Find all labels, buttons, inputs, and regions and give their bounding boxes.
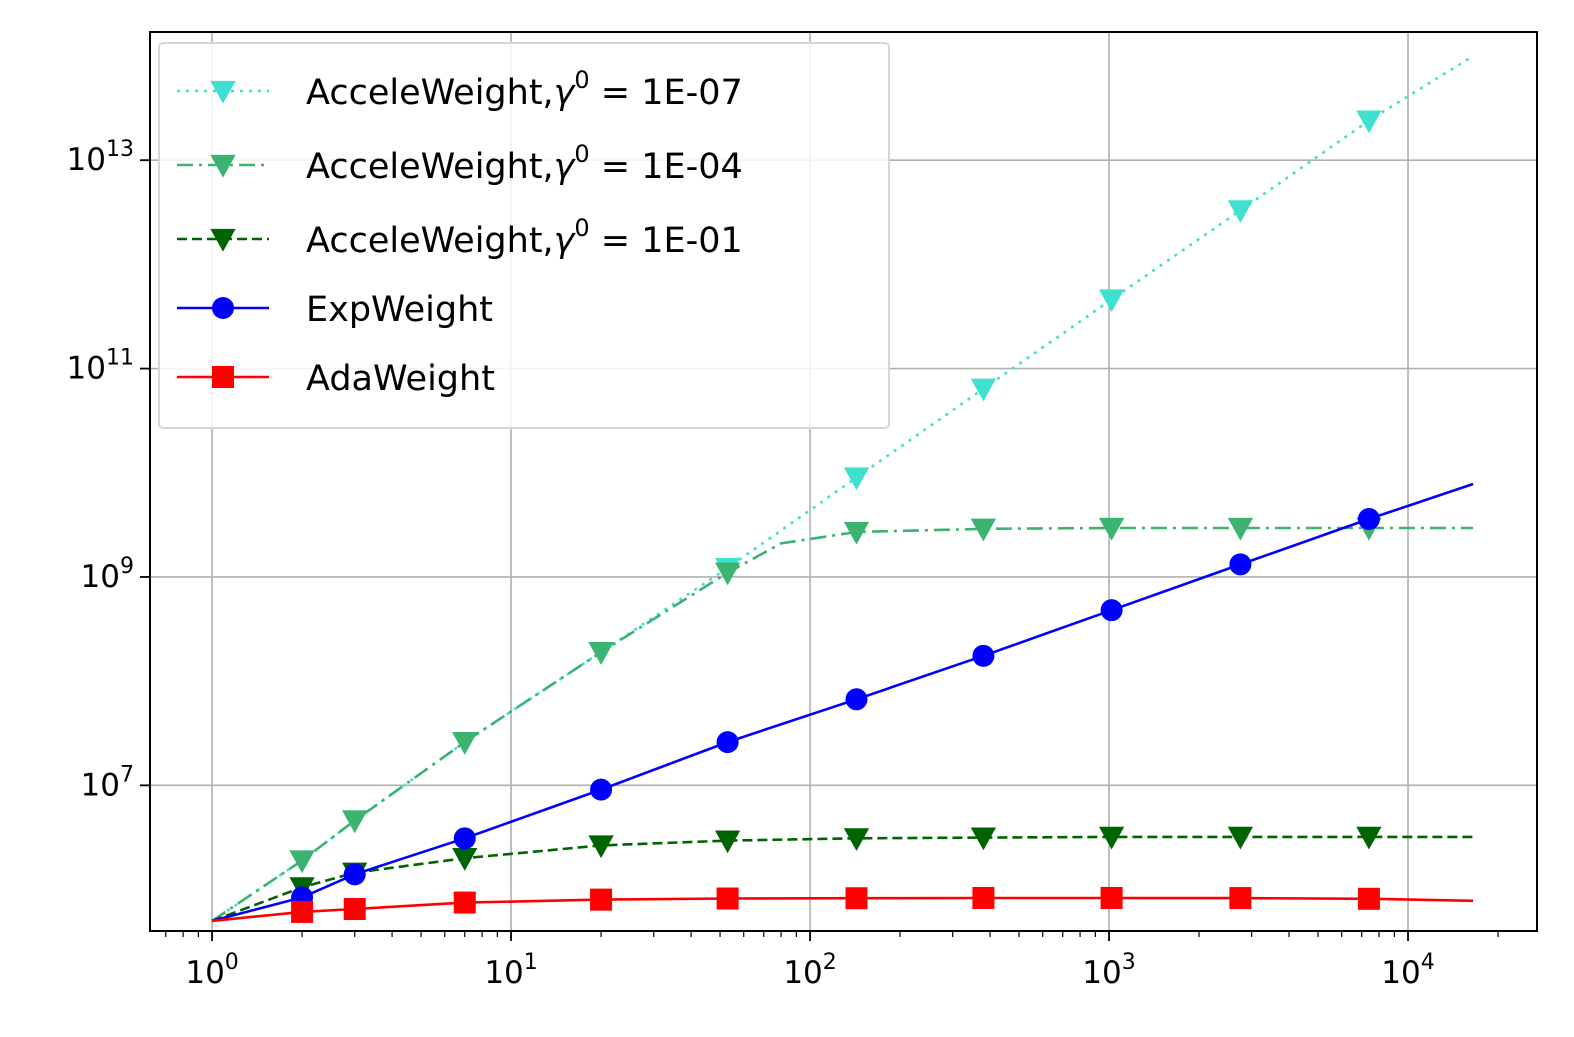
series-line — [211, 526, 1474, 922]
data-point-triangle — [970, 378, 997, 402]
legend-entry: AcceleWeight,γ0 = 1E-07 — [177, 66, 743, 113]
data-point-square — [1357, 887, 1380, 910]
data-point-triangle — [1227, 826, 1254, 850]
x-tick-label: 104 — [1381, 950, 1434, 991]
data-point-triangle — [1356, 826, 1382, 850]
data-point-triangle — [342, 810, 368, 834]
data-point-triangle — [588, 641, 614, 665]
x-tick-label: 101 — [484, 950, 537, 991]
data-point-triangle — [210, 228, 236, 252]
data-point-triangle — [714, 830, 741, 854]
legend-label: ExpWeight — [306, 290, 493, 330]
legend-label: AcceleWeight,γ0 = 1E-04 — [306, 140, 743, 187]
y-tick-label: 107 — [81, 762, 134, 803]
y-axis: 107 109 1011 1013 — [67, 137, 150, 803]
legend-box — [158, 42, 890, 429]
data-point-triangle — [210, 154, 236, 178]
data-point-circle — [212, 297, 234, 319]
data-point-circle — [453, 827, 476, 850]
data-point-square — [845, 887, 868, 910]
data-point-circle — [972, 644, 995, 667]
data-point-triangle — [1098, 826, 1125, 850]
series-3 — [211, 482, 1474, 923]
data-point-circle — [1357, 508, 1380, 531]
data-point-triangle — [452, 848, 478, 871]
data-point-square — [590, 888, 613, 911]
legend-entry: AdaWeight — [177, 359, 495, 399]
data-point-square — [453, 891, 476, 914]
data-point-circle — [1100, 599, 1123, 622]
data-point-circle — [716, 731, 739, 754]
data-point-triangle — [1227, 200, 1254, 224]
data-point-triangle — [1098, 517, 1125, 541]
series-layer — [211, 54, 1474, 923]
data-point-triangle — [588, 835, 614, 859]
x-tick-label: 102 — [783, 950, 836, 991]
legend-label: AcceleWeight,γ0 = 1E-07 — [306, 66, 743, 113]
data-point-triangle — [970, 827, 997, 851]
data-point-square — [343, 898, 366, 921]
data-point-circle — [1229, 553, 1252, 576]
data-point-circle — [845, 688, 868, 711]
data-point-triangle — [1227, 517, 1254, 541]
data-point-square — [1229, 887, 1252, 910]
legend-entry: AcceleWeight,γ0 = 1E-01 — [177, 214, 743, 261]
series-4 — [211, 886, 1474, 923]
data-point-triangle — [1356, 110, 1382, 134]
x-axis: 100 101 102 103 104 — [185, 931, 1435, 991]
data-point-triangle — [843, 828, 870, 851]
legend-entry: AcceleWeight,γ0 = 1E-04 — [177, 140, 743, 187]
data-point-triangle — [452, 731, 478, 755]
data-point-circle — [343, 863, 366, 886]
data-point-triangle — [843, 521, 870, 545]
data-point-square — [972, 886, 995, 909]
data-point-square — [212, 366, 234, 388]
y-tick-label: 1011 — [67, 346, 134, 387]
data-point-triangle — [210, 80, 236, 104]
data-point-triangle — [843, 467, 870, 491]
data-point-circle — [590, 778, 613, 801]
legend-label: AcceleWeight,γ0 = 1E-01 — [306, 214, 743, 261]
y-tick-label: 109 — [81, 554, 134, 595]
data-point-triangle — [1098, 289, 1125, 313]
data-point-square — [1100, 886, 1123, 909]
legend-label: AdaWeight — [306, 359, 495, 399]
legend: AcceleWeight,γ0 = 1E-07 AcceleWeight,γ0 =… — [158, 42, 890, 429]
data-point-triangle — [289, 850, 315, 874]
x-tick-label: 103 — [1082, 950, 1135, 991]
legend-entry: ExpWeight — [177, 290, 493, 330]
x-tick-label: 100 — [185, 950, 238, 991]
data-point-triangle — [714, 562, 741, 586]
data-point-square — [716, 887, 739, 910]
plot-frame — [149, 31, 1538, 932]
y-tick-label: 1013 — [67, 137, 134, 178]
data-point-square — [291, 900, 314, 923]
data-point-triangle — [970, 518, 997, 542]
minor-ticks — [165, 931, 1499, 937]
